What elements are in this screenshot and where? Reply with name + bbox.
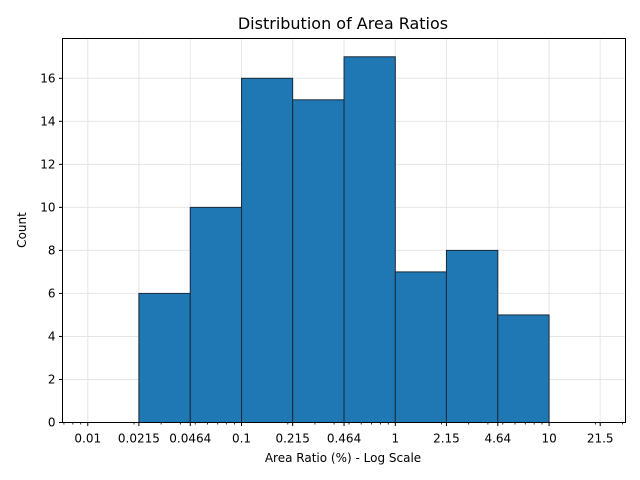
histogram-bar (445, 249, 499, 423)
y-tick-label: 14 (40, 114, 55, 128)
y-tick-label: 2 (48, 372, 56, 386)
x-tick-label: 0.0215 (118, 432, 160, 446)
y-tick-label: 16 (40, 71, 55, 85)
histogram-bar (189, 206, 243, 423)
x-tick-label: 0.0464 (169, 432, 211, 446)
y-tick-label: 4 (48, 329, 56, 343)
y-tick-label: 8 (48, 243, 56, 257)
y-axis-ticks: 0 2 4 6 8 10 12 14 16 (40, 71, 63, 430)
y-tick-label: 6 (48, 286, 56, 300)
chart-title: Distribution of Area Ratios (238, 14, 448, 33)
histogram-bar (497, 314, 550, 424)
histogram-bar (394, 271, 447, 424)
x-axis-label: Area Ratio (%) - Log Scale (265, 451, 421, 465)
x-tick-label: 1 (391, 432, 399, 446)
x-tick-label: 0.1 (232, 432, 251, 446)
bars (138, 56, 550, 424)
plot-frame (62, 38, 626, 423)
x-tick-label: 21.5 (587, 432, 614, 446)
histogram-bar (241, 77, 294, 424)
x-tick-label: 0.215 (275, 432, 309, 446)
x-axis-ticks: 0.01 0.0215 0.0464 0.1 0.215 0.464 1 2.15 4.64 10… (74, 422, 614, 446)
y-tick-label: 0 (48, 416, 56, 430)
y-tick-label: 10 (40, 200, 55, 214)
x-tick-label: 10 (541, 432, 556, 446)
x-tick-label: 2.15 (433, 432, 460, 446)
minor-ticks (63, 422, 623, 425)
x-tick-label: 0.01 (74, 432, 101, 446)
x-tick-label: 0.464 (327, 432, 361, 446)
x-tick-label: 4.64 (484, 432, 511, 446)
y-axis-label: Count (15, 212, 29, 248)
histogram-bar (138, 292, 191, 424)
histogram-bar (292, 99, 345, 424)
y-tick-label: 12 (40, 157, 55, 171)
histogram-bar (343, 56, 396, 424)
